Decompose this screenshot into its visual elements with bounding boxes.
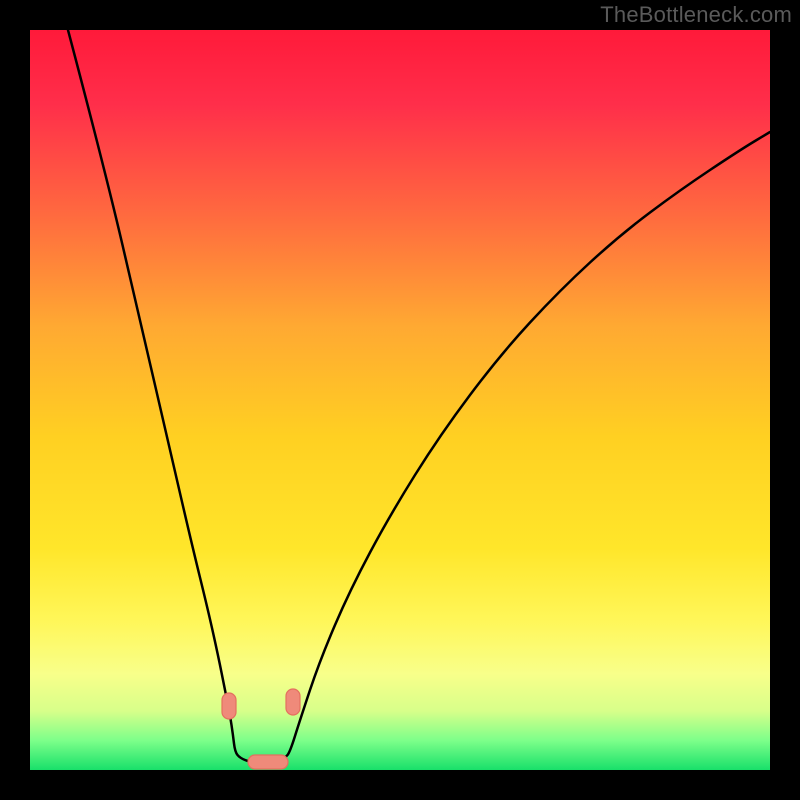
chart-frame: TheBottleneck.com [0, 0, 800, 800]
bottleneck-curve-chart [0, 0, 800, 800]
marker-pair [286, 689, 300, 715]
marker-pair [222, 693, 236, 719]
marker-pill [248, 755, 288, 769]
watermark-text: TheBottleneck.com [600, 2, 792, 28]
gradient-background [30, 30, 770, 770]
